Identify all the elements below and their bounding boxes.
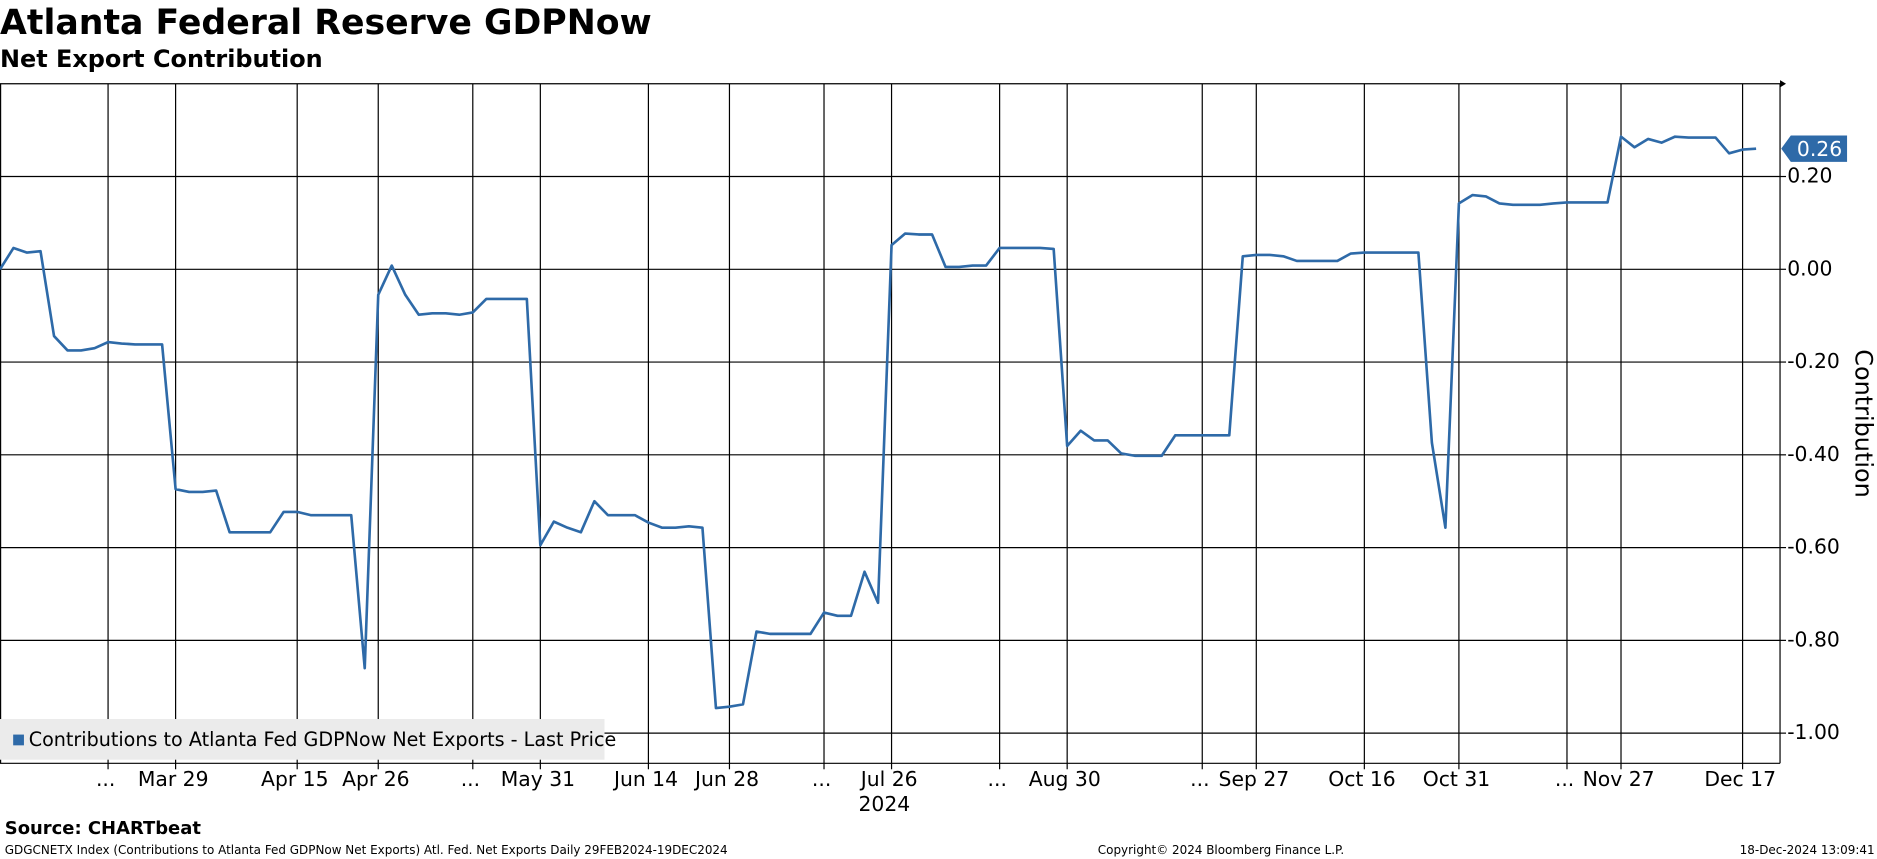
x-tick-label: ... xyxy=(1190,767,1209,791)
chart-title: Atlanta Federal Reserve GDPNow xyxy=(0,3,652,43)
x-year-label: 2024 xyxy=(858,792,910,816)
x-tick-label: Mar 29 xyxy=(138,767,209,791)
footer-left: GDGCNETX Index (Contributions to Atlanta… xyxy=(5,843,728,857)
last-value-label: 0.26 xyxy=(1797,137,1842,161)
legend-label: Contributions to Atlanta Fed GDPNow Net … xyxy=(29,728,617,751)
y-tick-label: -0.80 xyxy=(1787,627,1840,651)
y-tick-label: -0.20 xyxy=(1787,349,1840,373)
x-tick-label: ... xyxy=(461,767,480,791)
y-axis-label: Contribution xyxy=(1850,349,1877,497)
x-tick-label: Aug 30 xyxy=(1029,767,1101,791)
x-tick-label: Dec 17 xyxy=(1704,767,1776,791)
x-tick-label: Apr 26 xyxy=(342,767,410,791)
x-tick-label: Oct 31 xyxy=(1423,767,1491,791)
source: Source: CHARTbeat xyxy=(5,818,202,839)
x-tick-label: Apr 15 xyxy=(261,767,329,791)
chart-subtitle: Net Export Contribution xyxy=(0,45,323,73)
x-tick-label: ... xyxy=(812,767,831,791)
x-tick-label: Jul 26 xyxy=(859,767,918,791)
y-tick-label: -0.40 xyxy=(1787,442,1840,466)
x-tick-label: ... xyxy=(1555,767,1574,791)
axis-arrow xyxy=(1780,80,1787,88)
x-tick-label: Jun 14 xyxy=(612,767,678,791)
x-tick-label: Jun 28 xyxy=(693,767,759,791)
legend-box xyxy=(0,719,605,760)
y-tick-label: -0.60 xyxy=(1787,535,1840,559)
last-value-tag xyxy=(1781,135,1848,162)
x-tick-label: ... xyxy=(96,767,115,791)
legend-swatch xyxy=(13,734,24,746)
x-tick-label: ... xyxy=(988,767,1007,791)
y-tick-label: -1.00 xyxy=(1787,720,1840,744)
x-tick-label: Oct 16 xyxy=(1328,767,1396,791)
x-tick-label: Nov 27 xyxy=(1583,767,1655,791)
footer-center: Copyright© 2024 Bloomberg Finance L.P. xyxy=(1098,843,1344,857)
x-tick-label: May 31 xyxy=(501,767,575,791)
y-tick-label: 0.20 xyxy=(1787,164,1832,188)
footer-right: 18-Dec-2024 13:09:41 xyxy=(1740,843,1875,857)
data-line xyxy=(0,135,1757,710)
x-tick-label: Sep 27 xyxy=(1219,767,1290,791)
y-tick-label: 0.00 xyxy=(1787,256,1832,280)
